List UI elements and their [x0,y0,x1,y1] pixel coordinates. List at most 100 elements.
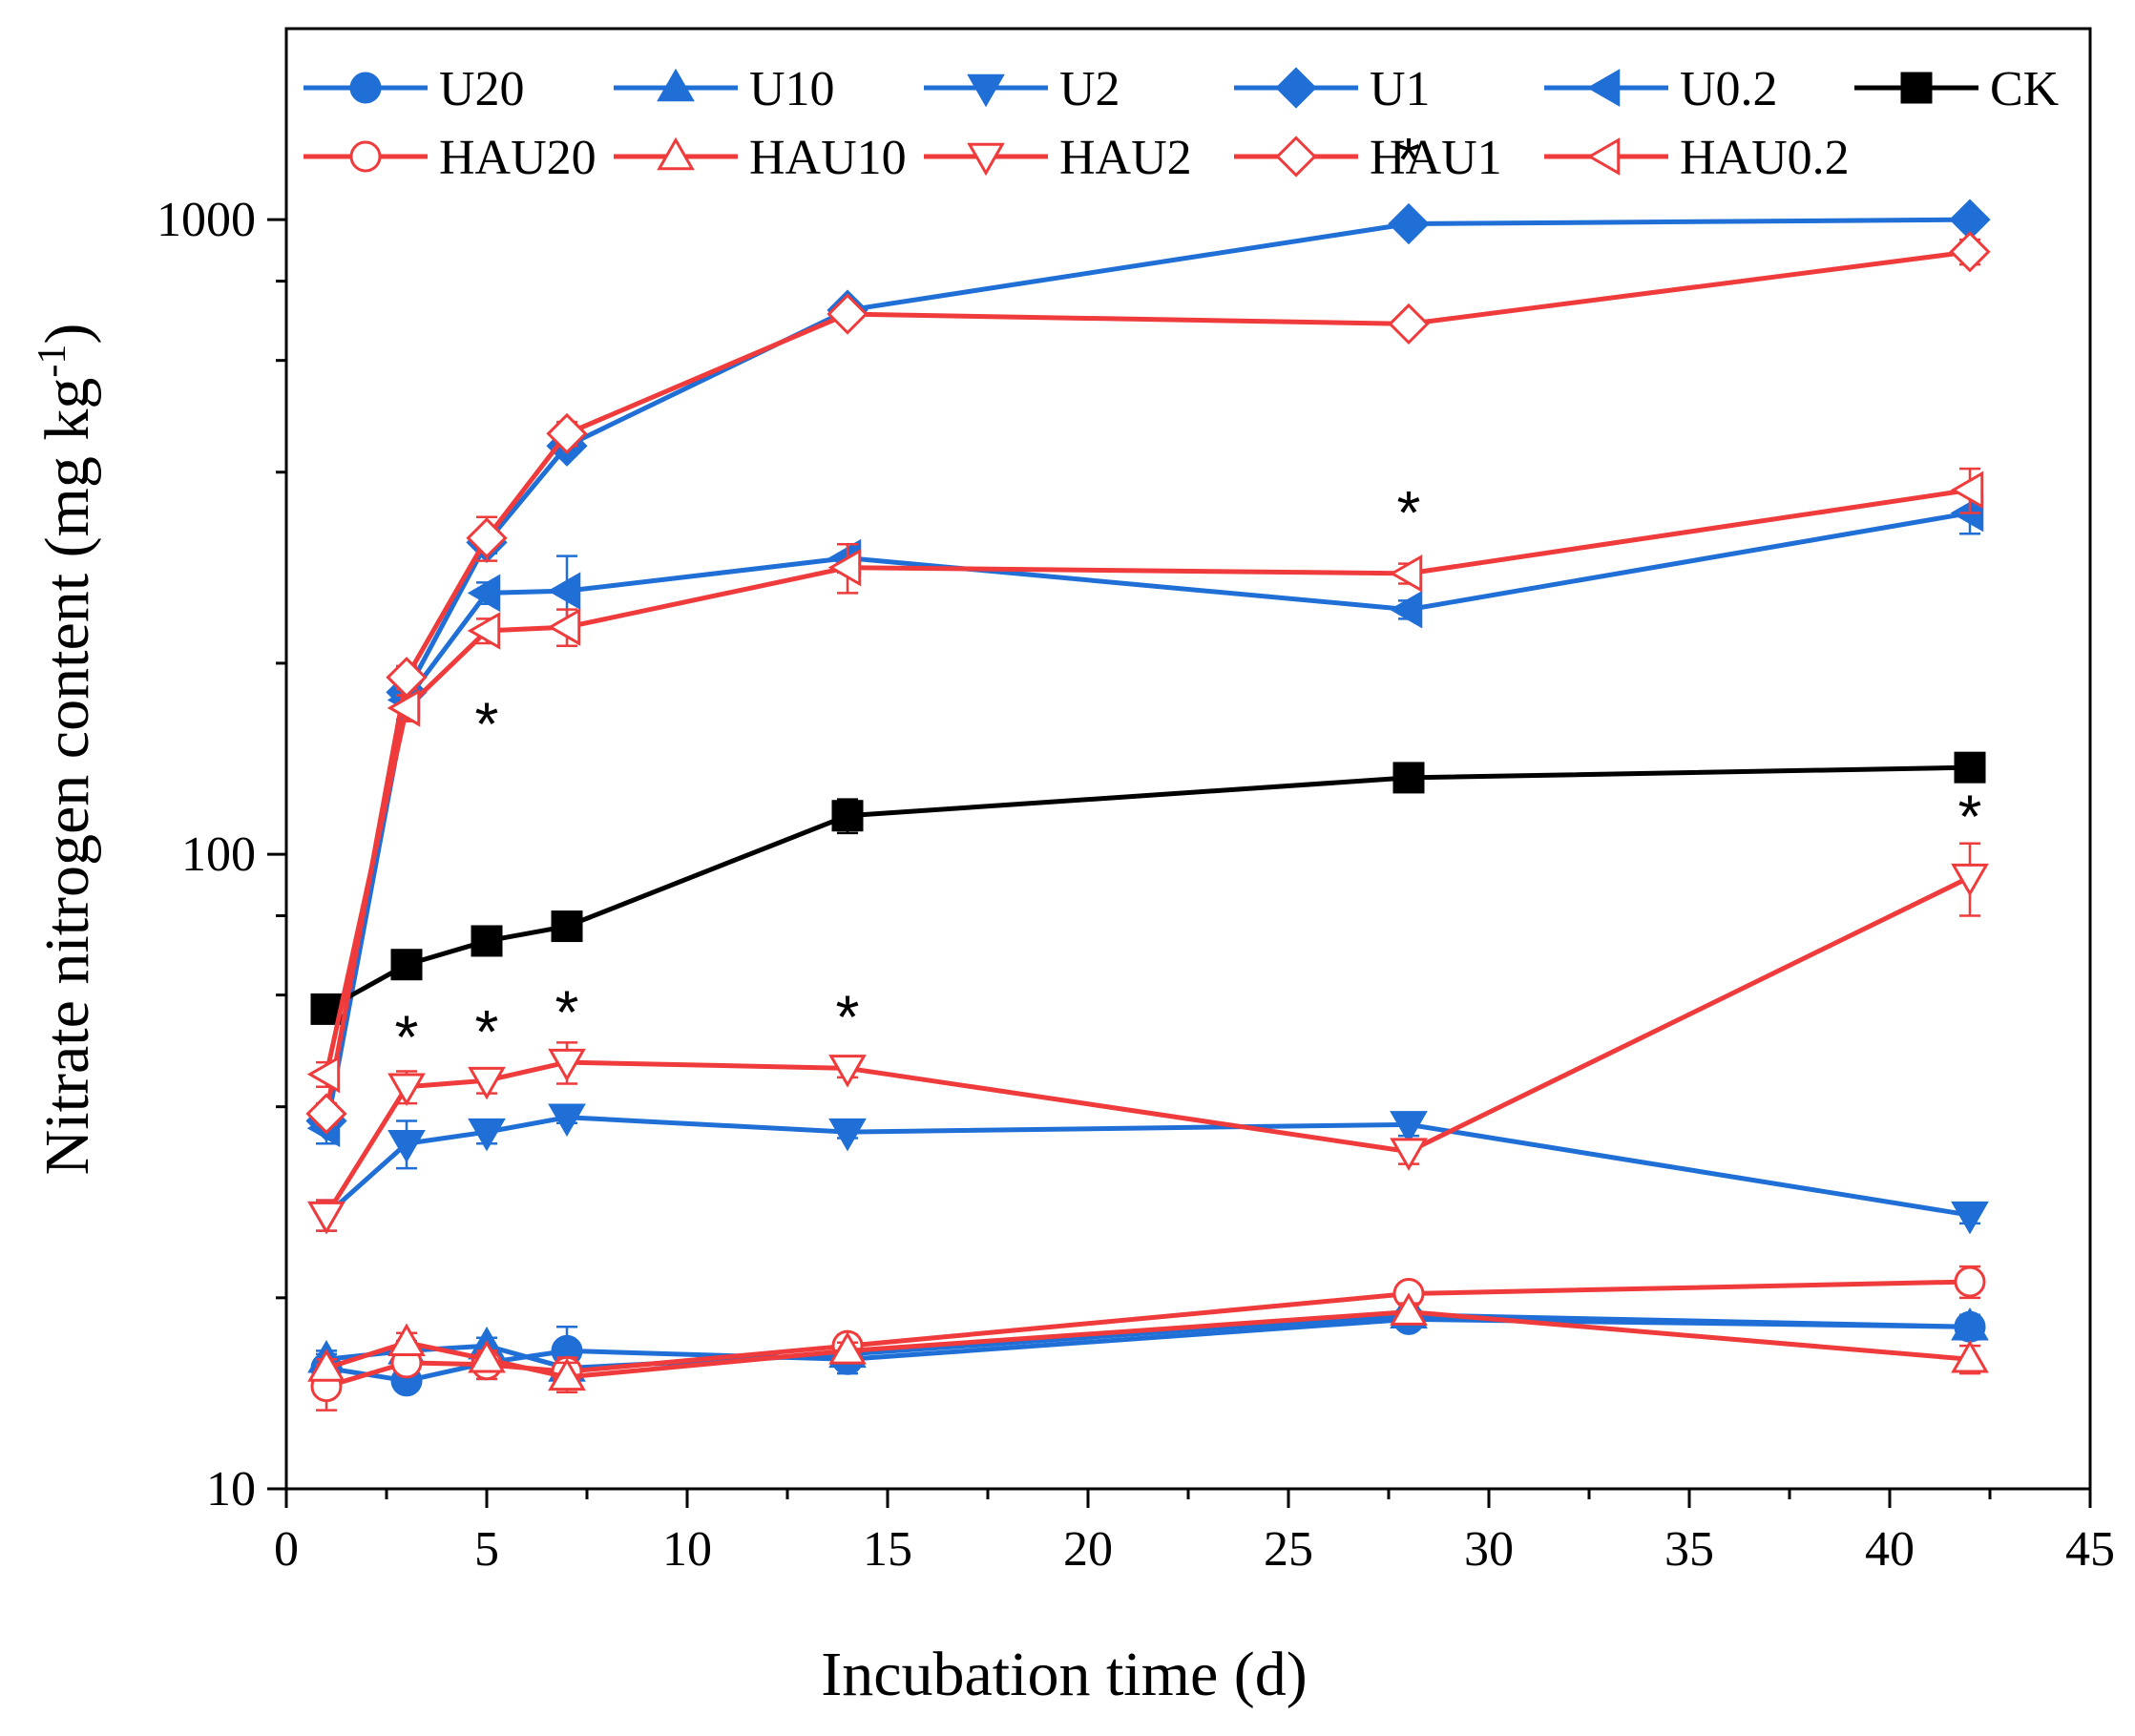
legend-label-hau2: HAU2 [1059,131,1192,185]
legend-marker-u20 [349,72,382,104]
series-line-u2 [324,1115,1971,1218]
legend-item-hau10: HAU10 [614,131,907,185]
legend-marker-hau2 [967,142,1005,177]
legend-label-u2: U2 [1059,62,1120,116]
legend-item-u20: U20 [304,62,525,116]
x-tick-label: 5 [474,1522,499,1577]
data-point-u2 [1951,1201,1989,1235]
series-hau0-2 [306,467,1984,1094]
data-point-hau10 [468,1340,506,1373]
data-point-u0-2 [1389,590,1423,629]
legend-item-u0-2: U0.2 [1544,62,1778,116]
y-tick-label: 10 [206,1462,256,1516]
data-point-hau2 [1951,863,1989,897]
legend-item-u1: U1 [1234,62,1431,116]
legend: U20 U10 U2 U1 U0.2 CK HAU20 HAU10 HAU2 HAU1 HAU0.2 [304,62,2060,185]
data-point-ck [1954,751,1986,784]
legend-marker-hau20 [349,140,382,173]
series-hau1 [305,231,1991,1135]
data-point-u2 [828,1118,867,1152]
y-axis-title: Nitrate nitrogen content (mg kg-1) [31,324,102,1176]
data-point-hau0-2 [827,548,862,587]
legend-marker-u0-2 [1586,69,1621,107]
significance-star: * [475,997,499,1066]
legend-label-hau1: HAU1 [1370,131,1502,185]
data-point-u2 [468,1118,506,1152]
data-point-u0-2 [467,574,501,613]
significance-star: * [475,689,499,758]
data-point-ck [310,993,343,1025]
significance-star: * [1958,782,1982,850]
data-point-u2 [387,1129,426,1163]
x-tick-label: 35 [1664,1522,1714,1577]
x-tick-label: 0 [274,1522,299,1577]
y-tick-label: 1000 [157,193,256,247]
legend-item-ck: CK [1854,62,2060,116]
data-point-hau1 [305,1093,347,1135]
data-point-hau20 [1954,1265,1986,1298]
x-axis-title: Incubation time (d) [821,1640,1308,1709]
data-point-u0-2 [547,572,581,610]
data-point-hau10 [387,1323,426,1357]
x-tick-label: 40 [1865,1522,1915,1577]
data-point-ck [551,910,583,943]
data-point-hau10 [548,1357,586,1391]
legend-item-hau20: HAU20 [304,131,597,185]
series-u0-2 [306,492,1984,1148]
y-axis-title-sup: -1 [31,345,74,378]
legend-label-ck: CK [1990,62,2060,116]
significance-star: * [1397,125,1421,194]
legend-label-hau0-2: HAU0.2 [1680,131,1850,185]
x-tick-label: 25 [1264,1522,1313,1577]
legend-item-u2: U2 [924,62,1120,116]
data-point-hau10 [828,1331,867,1365]
data-point-hau10 [1390,1292,1428,1326]
data-point-hau2 [387,1073,426,1107]
legend-item-u10: U10 [614,62,835,116]
legend-marker-hau0-2 [1586,137,1621,176]
series-ck [310,751,1986,1025]
plot-frame [284,27,2092,1491]
data-point-u1 [1388,202,1430,245]
data-point-ck [471,925,503,957]
series-hau2 [307,842,1989,1235]
significance-star: * [1397,478,1421,547]
data-point-ck [831,800,864,832]
legend-marker-hau1 [1275,136,1317,178]
data-point-hau0-2 [1389,554,1423,593]
legend-label-hau20: HAU20 [439,131,597,185]
data-point-hau0-2 [467,612,501,650]
data-point-hau2 [1390,1138,1428,1171]
data-point-ck [1392,762,1425,794]
x-tick-label: 45 [2065,1522,2115,1577]
series-layer [305,199,1991,1412]
data-point-hau1 [546,412,588,455]
legend-label-u10: U10 [749,62,835,116]
data-point-hau2 [828,1055,867,1088]
y-axis-title-group: Nitrate nitrogen content (mg kg-1) [31,324,102,1176]
x-tick-label: 20 [1063,1522,1113,1577]
legend-marker-u1 [1275,67,1317,109]
legend-marker-u10 [657,68,695,102]
series-u2 [307,1103,1989,1235]
data-point-hau10 [307,1349,345,1382]
legend-item-hau2: HAU2 [924,131,1192,185]
data-point-hau10 [1951,1340,1989,1373]
data-point-u10 [1951,1307,1989,1341]
x-tick-label: 10 [662,1522,712,1577]
legend-label-hau10: HAU10 [749,131,907,185]
data-point-hau2 [307,1201,345,1235]
legend-marker-u2 [967,73,1005,108]
x-tick-label: 15 [863,1522,912,1577]
significance-star: * [395,1002,419,1071]
legend-marker-ck [1900,72,1933,104]
data-point-hau2 [468,1066,506,1100]
data-point-hau1 [1388,303,1430,345]
legend-item-hau0-2: HAU0.2 [1544,131,1850,185]
legend-label-u0-2: U0.2 [1680,62,1778,116]
significance-star: * [555,977,579,1046]
series-hau10 [307,1292,1989,1393]
y-axis-title-close: ) [32,324,102,345]
x-tick-label: 30 [1464,1522,1514,1577]
